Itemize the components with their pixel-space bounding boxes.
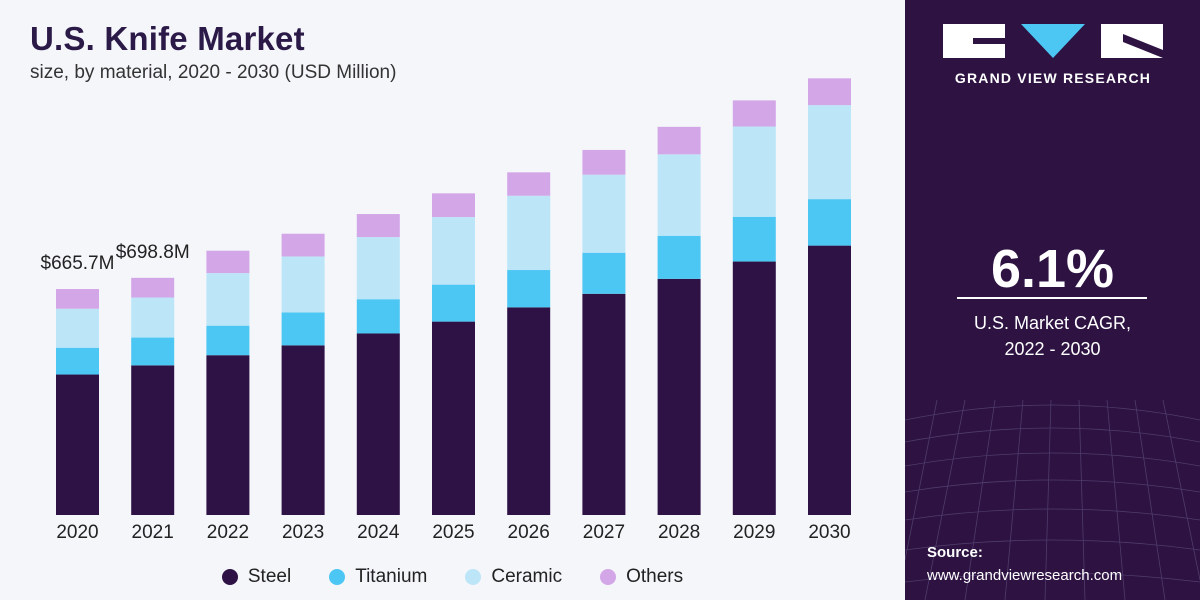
bar-titanium-2024 xyxy=(356,299,400,334)
x-tick-label-2021: 2021 xyxy=(132,522,174,543)
bar-titanium-2025 xyxy=(432,284,475,322)
bar-group-2021 xyxy=(131,277,175,515)
legend-item-titanium: Titanium xyxy=(329,564,427,590)
x-tick-label-2024: 2024 xyxy=(357,522,400,543)
bar-titanium-2022 xyxy=(206,325,250,356)
legend-label-steel: Steel xyxy=(247,566,292,587)
bar-steel-2029 xyxy=(732,261,776,515)
legend-swatch-others xyxy=(600,569,617,585)
bar-ceramic-2021 xyxy=(131,297,175,338)
cagr-divider xyxy=(957,297,1147,299)
legend-swatch-ceramic xyxy=(465,569,482,585)
x-tick-label-2028: 2028 xyxy=(658,522,700,543)
bar-group-2029 xyxy=(732,100,776,515)
chart-subtitle: size, by material, 2020 - 2030 (USD Mill… xyxy=(30,62,397,83)
bar-ceramic-2023 xyxy=(281,256,325,313)
bar-titanium-2021 xyxy=(131,337,175,366)
bar-group-2022 xyxy=(206,250,250,515)
bar-others-2024 xyxy=(356,214,400,238)
stacked-bar-chart: 2020 $665.7M 2021 $698.8M 2022 2023 2024 2025 20… xyxy=(41,78,851,543)
bar-others-2028 xyxy=(657,126,701,155)
bar-ceramic-2027 xyxy=(582,174,626,253)
bar-group-2025 xyxy=(432,193,475,515)
side-panel: GRAND VIEW RESEARCH 6.1% U.S. Market CAG… xyxy=(905,0,1200,600)
bar-steel-2030 xyxy=(808,245,851,515)
legend-swatch-steel xyxy=(221,569,238,585)
bar-others-2029 xyxy=(732,100,776,127)
x-tick-label-2020: 2020 xyxy=(56,522,98,543)
x-tick-label-2025: 2025 xyxy=(432,522,474,543)
legend-swatch-titanium xyxy=(329,569,346,585)
bar-group-2020 xyxy=(56,289,99,515)
legend-label-ceramic: Ceramic xyxy=(491,566,563,587)
bar-others-2023 xyxy=(281,233,325,257)
bar-steel-2028 xyxy=(657,278,701,515)
bar-ceramic-2026 xyxy=(507,195,551,271)
bar-ceramic-2020 xyxy=(56,308,99,348)
x-tick-label-2026: 2026 xyxy=(508,522,550,543)
x-tick-label-2023: 2023 xyxy=(282,522,324,543)
bar-others-2027 xyxy=(582,149,626,175)
x-tick-label-2029: 2029 xyxy=(733,522,775,543)
bar-steel-2027 xyxy=(582,293,626,515)
legend-item-steel: Steel xyxy=(221,564,292,590)
bar-others-2021 xyxy=(131,277,175,298)
bar-titanium-2023 xyxy=(281,312,325,346)
decorative-grid xyxy=(905,399,1200,600)
bar-others-2026 xyxy=(507,172,551,196)
legend-label-titanium: Titanium xyxy=(355,566,428,587)
chart-legend: Steel Titanium Ceramic Others xyxy=(0,564,905,590)
bar-steel-2025 xyxy=(432,321,475,515)
bar-group-2027 xyxy=(582,149,626,515)
data-label-2021: $698.8M xyxy=(116,242,190,263)
cagr-value: 6.1% xyxy=(990,239,1115,299)
bar-group-2024 xyxy=(356,214,400,515)
data-label-2020: $665.7M xyxy=(41,253,115,274)
bar-ceramic-2022 xyxy=(206,273,250,326)
bar-ceramic-2028 xyxy=(657,154,701,236)
bar-group-2023 xyxy=(281,233,325,515)
source-label: Source: xyxy=(927,544,983,561)
bar-titanium-2030 xyxy=(808,199,851,246)
bar-titanium-2026 xyxy=(507,270,551,308)
bar-steel-2020 xyxy=(56,374,99,515)
bar-group-2026 xyxy=(507,172,551,515)
gvr-logo-icon xyxy=(943,24,1163,58)
chart-title: U.S. Knife Market xyxy=(30,20,305,57)
bar-others-2022 xyxy=(206,250,250,274)
source-url[interactable]: www.grandviewresearch.com xyxy=(927,567,1123,584)
bar-others-2020 xyxy=(56,289,99,309)
bar-steel-2026 xyxy=(507,307,551,515)
legend-item-ceramic: Ceramic xyxy=(465,564,562,590)
legend-label-others: Others xyxy=(626,566,684,587)
brand-name: GRAND VIEW RESEARCH xyxy=(954,70,1152,86)
bar-group-2030 xyxy=(808,78,851,515)
bar-ceramic-2025 xyxy=(432,217,475,285)
cagr-label-line1: U.S. Market CAGR, xyxy=(973,313,1132,333)
bar-ceramic-2024 xyxy=(356,237,400,300)
x-tick-label-2022: 2022 xyxy=(207,522,249,543)
bar-steel-2024 xyxy=(356,333,400,515)
bar-ceramic-2029 xyxy=(732,126,776,217)
x-tick-label-2027: 2027 xyxy=(583,522,625,543)
chart-area: U.S. Knife Market size, by material, 202… xyxy=(0,20,905,590)
bar-titanium-2029 xyxy=(732,216,776,262)
bar-steel-2022 xyxy=(206,355,250,515)
cagr-label-line2: 2022 - 2030 xyxy=(1004,339,1101,359)
bar-others-2025 xyxy=(432,193,475,218)
bar-steel-2023 xyxy=(281,345,325,515)
x-tick-label-2030: 2030 xyxy=(808,522,850,543)
bar-steel-2021 xyxy=(131,365,175,515)
bar-group-2028 xyxy=(657,126,701,515)
bar-others-2030 xyxy=(808,78,851,106)
bar-titanium-2020 xyxy=(56,347,99,375)
bar-titanium-2028 xyxy=(657,235,701,279)
legend-item-others: Others xyxy=(600,564,683,590)
bar-ceramic-2030 xyxy=(808,105,851,200)
bar-titanium-2027 xyxy=(582,252,626,294)
cagr-label: U.S. Market CAGR, 2022 - 2030 xyxy=(905,310,1200,362)
